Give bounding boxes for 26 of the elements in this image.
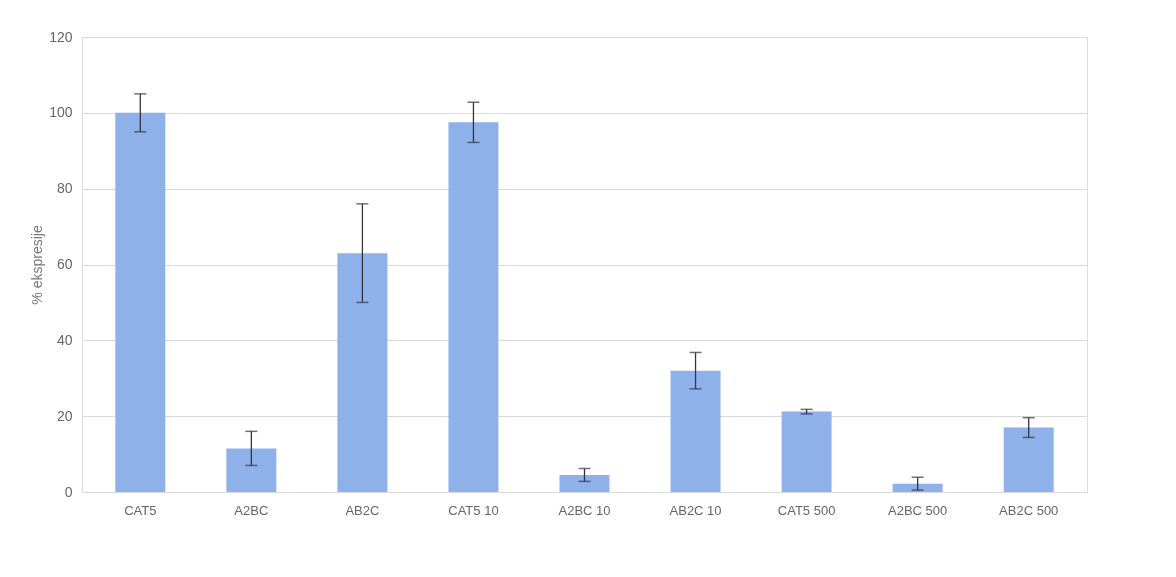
bar [559,474,610,492]
y-axis-title: % ekspresije [29,225,46,305]
y-tick-label: 80 [56,180,73,197]
x-tick-label: A2BC [234,502,269,518]
x-tick-label: AB2C [345,502,380,518]
y-tick-label: 100 [49,104,73,121]
x-tick-label: A2BC 10 [558,502,611,518]
bar [448,122,499,492]
x-tick-label: A2BC 500 [888,502,948,518]
y-tick-label: 0 [64,483,73,500]
x-tick-label: CAT5 [124,502,157,518]
x-tick-label: AB2C 10 [669,502,722,518]
bar [892,483,943,492]
bar [226,448,277,492]
bar [115,112,166,492]
bar [670,370,721,492]
x-tick-label: CAT5 500 [777,502,836,518]
y-tick-label: 40 [56,331,73,348]
x-tick-label: AB2C 500 [999,502,1059,518]
y-tick-label: 60 [56,256,73,272]
y-tick-label: 20 [56,407,73,424]
x-tick-label: CAT5 10 [448,502,499,518]
bar [1003,427,1054,492]
bar [781,411,832,492]
y-tick-label: 120 [49,28,73,45]
bar [337,253,388,492]
